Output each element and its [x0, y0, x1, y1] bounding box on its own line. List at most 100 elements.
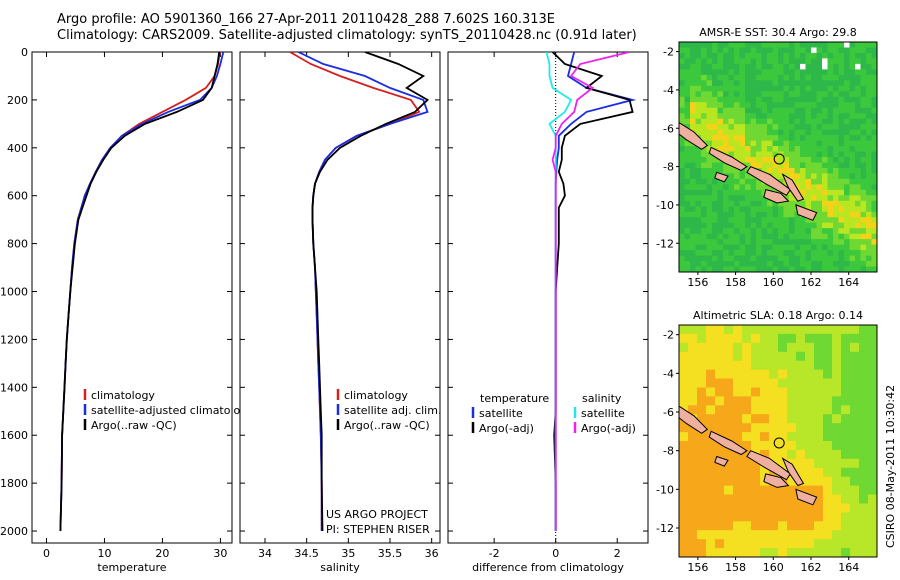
- sst_map-cell: [838, 113, 845, 120]
- sst_map-cell: [712, 168, 719, 175]
- sst_map-cell: [706, 250, 713, 257]
- sla_map-cell: [787, 333, 797, 344]
- sla_map-cell: [715, 521, 725, 531]
- sst_map-cell: [745, 146, 752, 153]
- sst_map-cell: [695, 168, 702, 175]
- sst_map-cell: [723, 118, 730, 125]
- sst_map-cell: [745, 80, 752, 87]
- sst_map-cell: [761, 135, 768, 142]
- project-label: US ARGO PROJECT: [326, 508, 428, 521]
- sst_map-cell: [860, 195, 867, 202]
- sst_map-cell: [750, 244, 757, 251]
- sst_map-cell: [811, 261, 818, 268]
- sst_map-cell: [750, 85, 757, 92]
- sla_map-cell: [841, 485, 851, 496]
- sla_map-cell: [760, 369, 770, 380]
- sst_map-cell: [855, 222, 862, 229]
- sst_map-cell: [767, 102, 774, 109]
- sla_map-cell: [742, 396, 752, 406]
- sst_map-cell: [849, 58, 856, 65]
- sst_map-cell: [778, 140, 785, 147]
- sst_map-cell: [783, 261, 790, 268]
- sst_map-cell: [750, 113, 757, 120]
- sla_map-cell: [760, 467, 770, 478]
- sla_map-cell: [706, 485, 716, 496]
- sst_map-cell: [871, 173, 877, 180]
- sst_map-cell: [838, 69, 845, 76]
- sla_map-cell: [724, 342, 734, 353]
- sla_map-cell: [742, 441, 752, 451]
- sla_map-cell: [760, 333, 770, 344]
- sst_map-cell: [695, 107, 702, 114]
- sla_map-cell: [733, 387, 743, 397]
- sst_map-cell: [800, 173, 807, 180]
- sst_map-cell: [783, 239, 790, 246]
- sst_map-cell: [838, 168, 845, 175]
- sst_map-cell: [855, 118, 862, 125]
- sst_map-cell: [734, 146, 741, 153]
- sst_map-cell: [679, 113, 686, 120]
- sst_map-cell: [844, 102, 851, 109]
- sst_map-cell: [855, 140, 862, 147]
- sst_map-cell: [745, 195, 752, 202]
- sst_map-cell: [816, 162, 823, 169]
- sst_map-cell: [794, 63, 801, 70]
- sst_map-cell: [756, 244, 763, 251]
- sla_map-cell: [796, 503, 806, 513]
- sst_map-cell: [739, 184, 746, 191]
- sla_map-cell: [850, 494, 860, 504]
- sst_map-cell: [745, 250, 752, 257]
- sst_map-cell: [833, 222, 840, 229]
- sst_map-cell: [855, 261, 862, 268]
- sla_map-cell: [796, 458, 806, 469]
- sst_map-cell: [728, 96, 735, 103]
- sst_map-cell: [811, 266, 818, 272]
- sla_map-cell: [859, 449, 869, 460]
- sst_map-cell: [723, 146, 730, 153]
- sla_map-cell: [706, 503, 716, 513]
- sla_map-cell: [859, 521, 869, 531]
- depth-tick-label: 1400: [0, 381, 28, 394]
- sst_map-cell: [822, 107, 829, 114]
- sst_map-cell: [772, 168, 779, 175]
- sla_map-cell: [715, 351, 725, 362]
- sst_map-cell: [833, 69, 840, 76]
- sst_map-cell: [778, 228, 785, 235]
- sla_map-cell: [787, 432, 797, 442]
- sst_map-cell: [827, 217, 834, 224]
- sla_map-cell: [742, 503, 752, 513]
- sst_map-cell: [816, 266, 823, 272]
- sst_map-cell: [822, 178, 829, 185]
- sla_map-cell: [868, 503, 877, 513]
- sst_map-cell: [712, 222, 719, 229]
- sst_map-cell: [761, 206, 768, 213]
- sst_map-cell: [794, 157, 801, 164]
- sla_map-cell: [778, 521, 788, 531]
- sst_map-cell: [761, 250, 768, 257]
- sst_map-cell: [833, 135, 840, 142]
- sst_map-cell: [860, 239, 867, 246]
- sst_map-cell: [706, 255, 713, 262]
- sst_map-cell: [833, 162, 840, 169]
- sla_map-cell: [823, 423, 833, 433]
- sla_map-cell: [679, 512, 689, 522]
- sla_map-cell: [724, 378, 734, 388]
- sst_map-cell: [833, 58, 840, 65]
- sst_map-cell: [827, 63, 834, 70]
- sla_map-cell: [688, 351, 698, 362]
- sst_map-cell: [838, 80, 845, 87]
- sla_map-cell: [859, 548, 869, 557]
- sst_map-cell: [739, 85, 746, 92]
- sst_map-cell: [695, 244, 702, 251]
- sst_map-cell: [717, 113, 724, 120]
- sla_map-cell: [859, 333, 869, 344]
- sst_map-cell: [811, 184, 818, 191]
- sst_map-cell: [706, 107, 713, 114]
- sla_map-cell: [760, 503, 770, 513]
- sst_map-cell: [739, 124, 746, 131]
- sst_map-cell: [833, 140, 840, 147]
- sst_map-cell: [789, 261, 796, 268]
- sla_map-cell: [814, 441, 824, 451]
- sla_map-cell: [742, 414, 752, 424]
- sla_map-cell: [832, 539, 842, 549]
